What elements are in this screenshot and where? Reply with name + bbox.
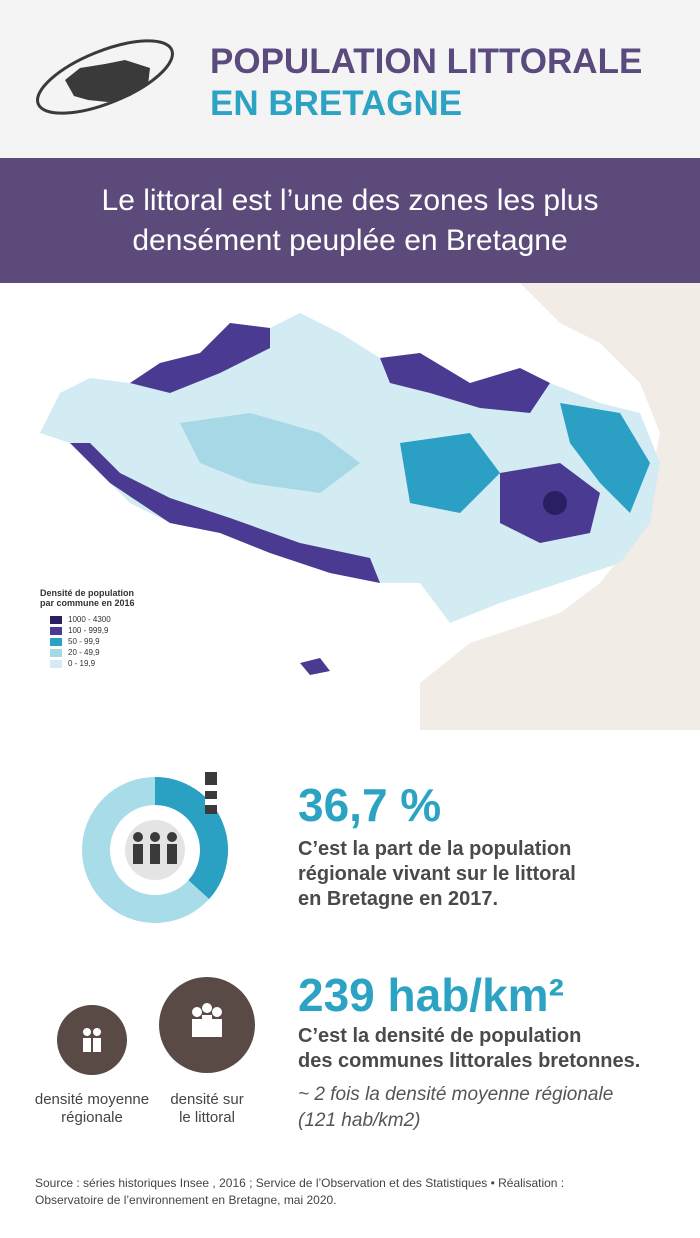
stat-text: C’est la densité de population — [298, 1025, 582, 1047]
note: ~ 2 fois la densité moyenne régionale — [298, 1084, 614, 1105]
legend-item: 20 - 49,9 — [50, 647, 135, 658]
legend-label: 50 - 99,9 — [68, 637, 100, 646]
legend-title: par commune en 2016 — [40, 598, 135, 608]
circles — [57, 977, 255, 1075]
stat-text: en Bretagne en 2017. — [298, 888, 499, 910]
legend-title: Densité de population — [40, 588, 135, 598]
lighthouse — [205, 785, 217, 791]
legend-item: 1000 - 4300 — [50, 614, 135, 625]
circle-label: le littoral — [179, 1109, 235, 1126]
stat-text: régionale vivant sur le littoral — [298, 863, 576, 885]
title: POPULATION LITTORALE — [210, 42, 643, 81]
lighthouse — [205, 799, 217, 805]
legend-label: 0 - 19,9 — [68, 659, 96, 668]
legend-swatch — [50, 648, 62, 657]
lighthouse — [205, 772, 217, 814]
people — [150, 844, 160, 864]
people — [150, 832, 160, 842]
legend-swatch — [50, 637, 62, 646]
legend-label: 100 - 999,9 — [68, 626, 109, 635]
legend: Densité de population par commune en 201… — [40, 588, 135, 669]
legend-label: 20 - 49,9 — [68, 648, 100, 657]
legend-item: 100 - 999,9 — [50, 625, 135, 636]
legend-item: 0 - 19,9 — [50, 658, 135, 669]
people — [167, 844, 177, 864]
legend-swatch — [50, 659, 62, 668]
circle-label: régionale — [61, 1109, 123, 1126]
source: Observatoire de l’environnement en Breta… — [35, 1193, 337, 1207]
logo — [36, 39, 174, 115]
stat-text: des communes littorales bretonnes. — [298, 1050, 641, 1072]
stat-value: 239 hab/km² — [298, 969, 564, 1021]
stat-text: C’est la part de la population — [298, 838, 572, 860]
subtitle-band — [0, 158, 700, 283]
map — [40, 283, 700, 730]
legend-label: 1000 - 4300 — [68, 615, 111, 624]
circle-label: densité moyenne — [34, 1091, 150, 1108]
title: EN BRETAGNE — [210, 84, 463, 123]
legend-item: 50 - 99,9 — [50, 636, 135, 647]
donut — [82, 772, 228, 923]
source: Source : séries historiques Insee , 2016… — [35, 1176, 565, 1190]
donut-segment — [154, 777, 228, 899]
people — [133, 844, 143, 864]
legend-swatch — [50, 626, 62, 635]
stat-value: 36,7 % — [298, 779, 442, 831]
subtitle: Le littoral est l’une des zones les plus — [101, 184, 599, 217]
note: (121 hab/km2) — [298, 1110, 421, 1131]
subtitle: densément peuplée en Bretagne — [132, 224, 568, 257]
legend-swatch — [50, 615, 62, 624]
circle-label: densité sur — [170, 1091, 244, 1108]
people — [133, 832, 143, 842]
people — [167, 832, 177, 842]
